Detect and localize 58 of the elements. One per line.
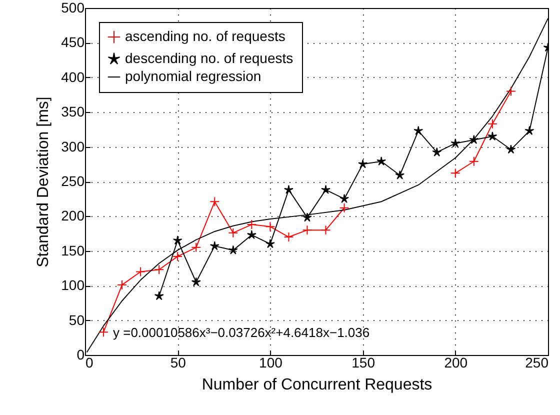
point: [191, 277, 201, 286]
point: [395, 170, 405, 180]
legend-label: ascending no. of requests: [125, 28, 286, 44]
point: [154, 264, 164, 275]
point: [98, 327, 108, 338]
point: [284, 232, 294, 242]
y-tick-label: 50: [68, 312, 85, 328]
x-tick-label: 150: [352, 354, 376, 370]
point: [414, 126, 424, 135]
point: [228, 228, 238, 238]
x-tick-label: 50: [170, 354, 186, 370]
y-tick-label: 100: [61, 277, 85, 294]
point: [136, 266, 146, 277]
point: [506, 86, 516, 96]
point: [302, 212, 312, 222]
point: [358, 159, 368, 168]
y-tick-label: 300: [61, 138, 85, 154]
point: [228, 245, 238, 254]
point: [432, 147, 442, 156]
point: [246, 230, 256, 240]
point: [246, 220, 257, 230]
point: [265, 238, 275, 248]
point: [172, 251, 183, 262]
y-tick-label: 500: [61, 0, 85, 16]
point: [340, 194, 350, 203]
y-tick-label: 150: [61, 242, 85, 258]
legend-label: polynomial regression: [125, 68, 262, 84]
point: [320, 225, 331, 236]
point: [210, 241, 220, 250]
x-tick-label: 200: [444, 354, 468, 370]
point: [487, 118, 498, 129]
point: [284, 184, 294, 194]
x-tick-label: 250: [525, 354, 549, 370]
point: [302, 225, 312, 236]
point: [191, 242, 202, 252]
y-axis-title: Standard Deviation [ms]: [35, 96, 52, 268]
point: [172, 236, 182, 245]
point: [488, 131, 498, 141]
x-tick-label: 100: [259, 354, 283, 370]
point: [450, 168, 460, 178]
point: [339, 202, 350, 213]
y-tick-label: 400: [61, 68, 85, 85]
point: [265, 222, 276, 232]
point: [210, 196, 220, 207]
point: [524, 126, 534, 135]
annotation: y =0.00010586x³−0.03726x²+4.6418x−1.036: [113, 325, 370, 340]
point: [469, 134, 479, 144]
x-axis-title: Number of Concurrent Requests: [202, 376, 432, 394]
y-tick-label: 250: [61, 173, 85, 189]
point: [450, 138, 460, 148]
legend-label: descending no. of requests: [125, 50, 294, 66]
point: [117, 280, 128, 290]
y-tick-label: 200: [61, 208, 85, 224]
point: [376, 156, 386, 166]
y-tick-label: 450: [61, 34, 85, 50]
y-tick-label: 350: [61, 104, 85, 120]
point: [321, 184, 331, 194]
point: [468, 156, 479, 166]
